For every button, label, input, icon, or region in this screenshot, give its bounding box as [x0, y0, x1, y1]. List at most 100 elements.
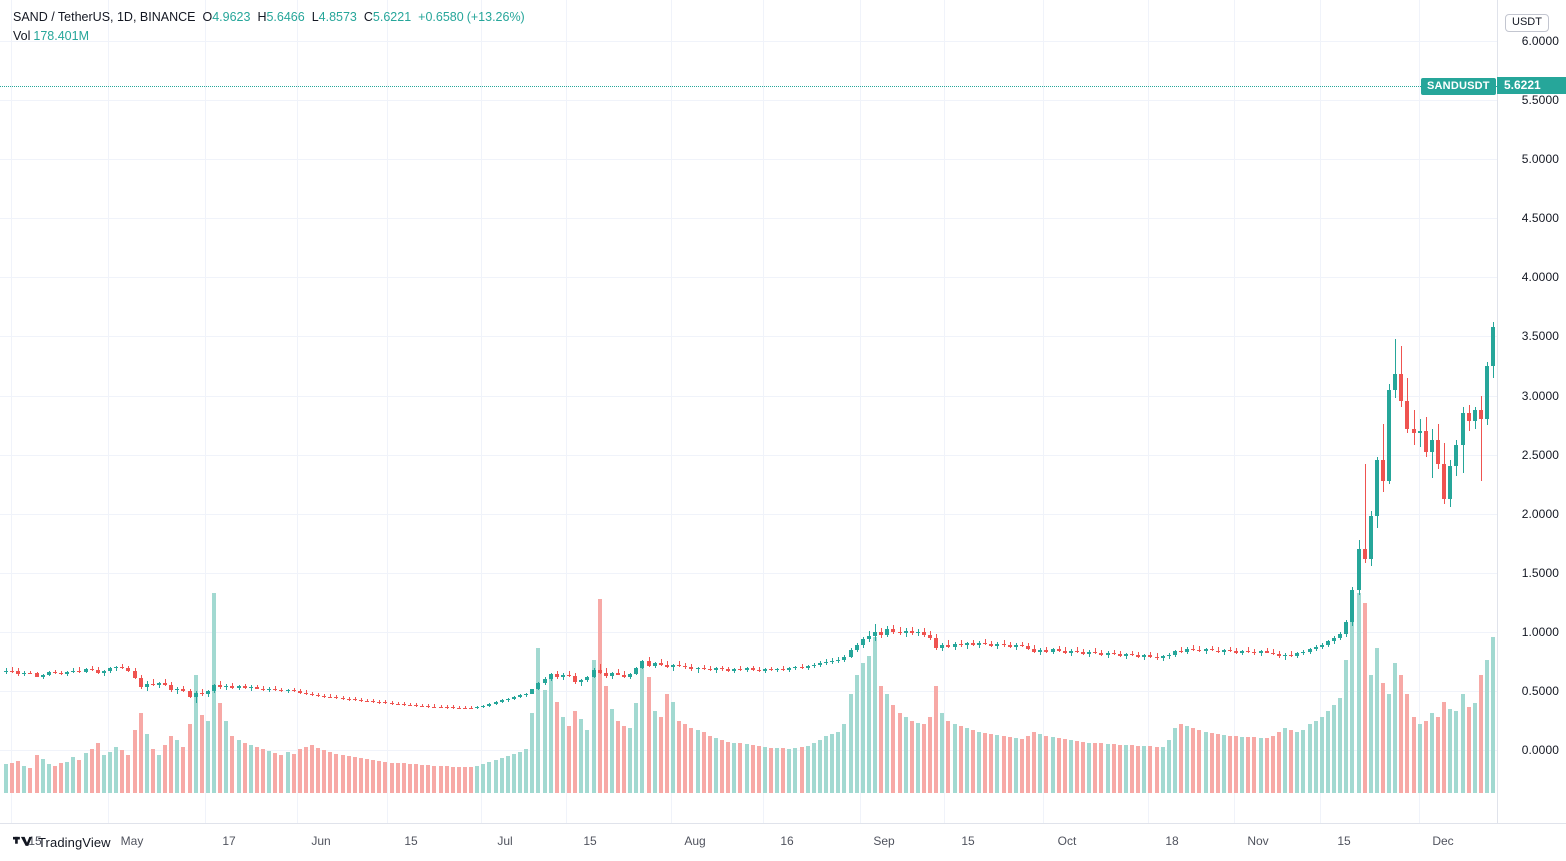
candle-wick [1279, 650, 1280, 658]
candle-wick [1395, 338, 1396, 398]
volume-bar [52, 766, 57, 793]
time-axis-tick-label: 15 [961, 834, 975, 848]
gridline-vertical [763, 0, 764, 823]
volume-bar [328, 752, 333, 793]
candle-wick [783, 666, 784, 671]
legend-symbol-title[interactable]: SAND / TetherUS, 1D, BINANCE [13, 10, 196, 24]
candle-body [132, 671, 137, 678]
volume-bar [340, 754, 345, 793]
candle-body [1160, 656, 1165, 659]
legend-volume-line[interactable]: Vol 178.401M [13, 29, 525, 45]
candle-body [707, 668, 712, 671]
candle-wick [1420, 419, 1421, 448]
volume-bar [1307, 724, 1312, 793]
candle-body [463, 707, 467, 709]
candle-body [1460, 413, 1465, 446]
volume-bar [560, 716, 565, 793]
volume-bar [1191, 728, 1196, 793]
candle-body [891, 629, 896, 632]
candle-body [983, 642, 988, 645]
volume-bar [1417, 724, 1422, 793]
candle-body [1179, 650, 1184, 652]
candle-body [1374, 460, 1379, 517]
gridline-vertical [944, 0, 945, 823]
candle-body [1325, 641, 1330, 645]
volume-bar [371, 759, 376, 793]
legend-change-absolute: +0.6580 [418, 10, 464, 24]
volume-bar [1454, 711, 1459, 793]
candle-wick [1138, 652, 1139, 659]
volume-bar [707, 735, 712, 793]
volume-bar [683, 724, 688, 793]
price-axis-tick-label: 5.0000 [1521, 152, 1559, 166]
volume-bar [866, 655, 871, 793]
gridline-horizontal [0, 100, 1497, 101]
candle-body [1215, 650, 1220, 653]
candle-wick [1254, 648, 1255, 655]
candle-wick [704, 664, 705, 670]
candle-body [1436, 440, 1441, 465]
candle-wick [569, 671, 570, 677]
price-axis[interactable]: USDT 6.0000 5.5000 5.0000 4.5000 4.0000 3.500… [1497, 0, 1566, 823]
time-axis[interactable]: 15 May 17 Jun 15 Jul 15 Aug 16 Sep 15 Oct 18 Nov 15 Dec [0, 823, 1566, 861]
volume-bar [181, 747, 186, 793]
candle-body [1111, 652, 1116, 655]
volume-bar [273, 753, 278, 793]
legend-ohlc-line[interactable]: SAND / TetherUS, 1D, BINANCE O4.9623 H5.64… [13, 10, 525, 26]
volume-bar [1289, 730, 1294, 793]
volume-bar [628, 728, 633, 793]
time-axis-tick-label: Nov [1247, 834, 1269, 848]
gridline-horizontal [0, 336, 1497, 337]
candle-body [579, 680, 584, 683]
candle-wick [759, 667, 760, 672]
price-axis-tick-label: 3.5000 [1521, 329, 1559, 343]
candle-body [1454, 445, 1459, 467]
volume-bar [1019, 738, 1024, 793]
candle-wick [624, 670, 625, 678]
candle-body [1381, 460, 1385, 481]
candle-wick [893, 625, 894, 634]
volume-bar [1411, 716, 1416, 793]
volume-bar [401, 763, 406, 793]
volume-bar [450, 766, 455, 793]
candle-body [291, 689, 296, 692]
volume-bar [463, 767, 467, 793]
candle-body [1123, 654, 1128, 657]
candle-wick [392, 700, 393, 705]
candle-body [426, 706, 431, 708]
volume-bar [934, 686, 939, 793]
volume-bar [334, 753, 339, 793]
candle-body [946, 644, 951, 647]
volume-bar [530, 713, 535, 793]
candle-wick [1101, 649, 1102, 657]
volume-bar [603, 686, 608, 793]
gridline-vertical [1320, 0, 1321, 823]
gridline-vertical [205, 0, 206, 823]
tradingview-brand[interactable]: TradingView [13, 833, 111, 851]
volume-bar [1001, 735, 1006, 793]
candle-body [1142, 655, 1147, 658]
volume-bar [218, 703, 223, 793]
candle-body [1209, 648, 1214, 651]
candle-body [1417, 430, 1422, 434]
candle-body [328, 696, 333, 698]
volume-bar [267, 751, 272, 793]
volume-bar [1130, 745, 1135, 793]
candle-body [762, 668, 767, 671]
volume-bar [1056, 737, 1061, 793]
candle-wick [832, 658, 833, 664]
chart-plot-area[interactable]: SANDUSDT [0, 0, 1497, 823]
candle-body [371, 701, 376, 703]
candle-body [65, 672, 70, 675]
volume-bar [505, 755, 510, 793]
candle-body [1013, 644, 1018, 647]
volume-bar [585, 730, 590, 793]
candle-body [922, 631, 926, 635]
price-axis-tick-label: 3.0000 [1521, 389, 1559, 403]
volume-bar [548, 674, 553, 793]
volume-bar [817, 739, 822, 793]
candle-body [928, 634, 933, 638]
volume-bar [1332, 705, 1337, 793]
gridline-vertical [481, 0, 482, 823]
candle-body [59, 673, 64, 675]
